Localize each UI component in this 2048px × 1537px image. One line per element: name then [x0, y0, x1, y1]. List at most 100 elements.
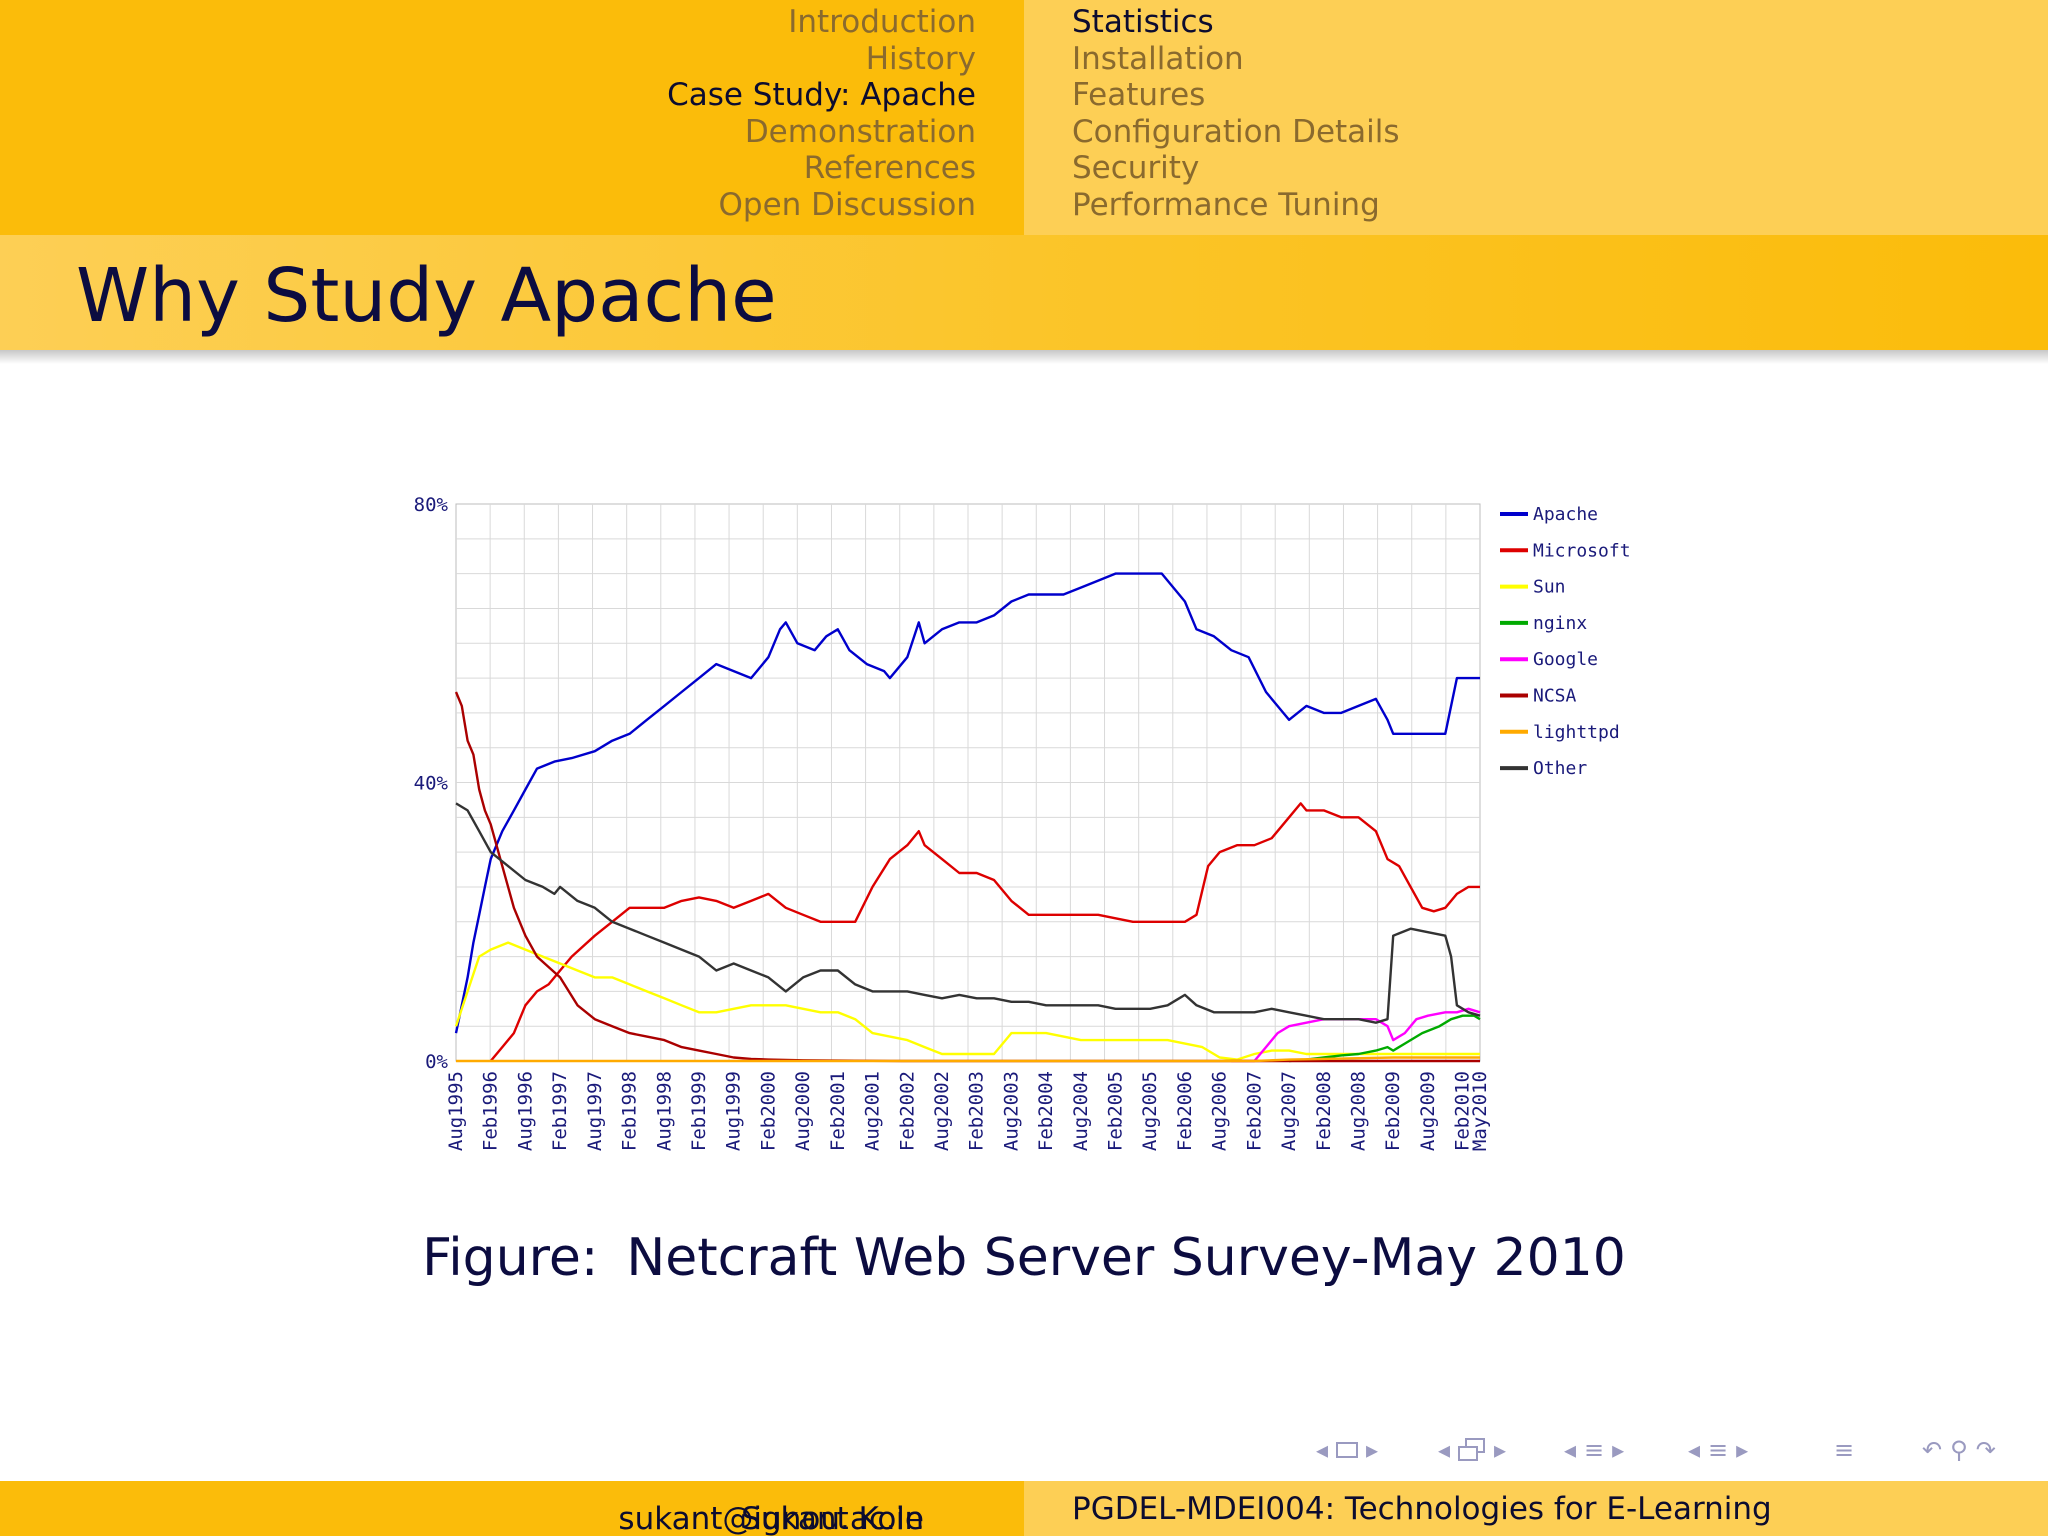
frame-nav[interactable]: ◂ ▸ — [1316, 1430, 1378, 1470]
right-arrow-icon: ▸ — [1494, 1436, 1507, 1464]
nav-section-open-discussion[interactable]: Open Discussion — [718, 186, 976, 223]
x-tick-label: Aug2001 — [862, 1071, 884, 1151]
legend-label-nginx: nginx — [1533, 613, 1587, 634]
section-icon: ≡ — [1708, 1436, 1729, 1464]
x-tick-label: Aug2006 — [1209, 1071, 1231, 1151]
legend-label-google: Google — [1533, 649, 1598, 670]
x-tick-label: Aug1996 — [514, 1071, 536, 1151]
legend-label-other: Other — [1533, 758, 1587, 779]
x-tick-label: Feb1996 — [480, 1071, 502, 1151]
x-tick-label: Aug2009 — [1417, 1071, 1439, 1151]
server-share-chart: 0% 40% 80% Aug1995 Feb1996 Aug1996 Feb1997 Aug1… — [414, 494, 1631, 1151]
subsection-nav: Statistics Installation Features Configurat… — [1024, 0, 2048, 235]
y-tick-label: 40% — [414, 773, 449, 795]
undo-icon: ↶ — [1922, 1436, 1943, 1464]
x-tick-label: Feb2000 — [757, 1071, 779, 1151]
series-line-other — [455, 802, 1481, 1024]
x-tick-label: Feb1998 — [619, 1071, 641, 1151]
legend-label-ncsa: NCSA — [1533, 686, 1577, 707]
frame-icon — [1336, 1442, 1359, 1458]
series-line-ncsa — [454, 691, 1480, 1063]
footer-email: sukant@ignou.ac.in — [618, 1501, 924, 1537]
footer-author: Sukant Kole sukant@ignou.ac.in — [0, 1481, 1024, 1537]
x-tick-label: Feb1997 — [549, 1071, 571, 1151]
subsection-slide-nav[interactable]: ◂ ▸ — [1438, 1430, 1506, 1470]
x-tick-label: Aug1997 — [584, 1071, 606, 1151]
search-nav[interactable]: ↶ ⚲ ↷ — [1922, 1430, 1996, 1470]
legend-label-lighttpd: lighttpd — [1533, 722, 1620, 743]
nav-section-references[interactable]: References — [803, 150, 976, 187]
caption-label: Figure: — [422, 1228, 599, 1288]
search-icon: ⚲ — [1950, 1436, 1968, 1464]
left-arrow-icon: ◂ — [1564, 1436, 1577, 1464]
x-tick-label: Aug2004 — [1070, 1071, 1092, 1151]
series-line-apache — [454, 572, 1480, 1034]
legend-label-sun: Sun — [1533, 577, 1566, 598]
x-tick-label: Aug2003 — [1000, 1071, 1022, 1151]
x-tick-label: Aug2007 — [1278, 1071, 1300, 1151]
figure-caption: Figure: Netcraft Web Server Survey-May 20… — [0, 1228, 2048, 1288]
right-arrow-icon: ▸ — [1366, 1436, 1379, 1464]
appendix-icon: ≡ — [1834, 1436, 1855, 1464]
x-tick-label: Feb2006 — [1174, 1071, 1196, 1151]
x-tick-label: Aug1995 — [445, 1071, 467, 1151]
footer-author-name: Sukant Kole — [741, 1501, 924, 1537]
legend-label-microsoft: Microsoft — [1533, 540, 1631, 561]
left-arrow-icon: ◂ — [1438, 1436, 1451, 1464]
left-arrow-icon: ◂ — [1316, 1436, 1329, 1464]
footer-course: PGDEL-MDEI004: Technologies for E-Learni… — [1024, 1481, 2048, 1536]
footer-course-title: PGDEL-MDEI004: Technologies for E-Learni… — [1072, 1491, 1772, 1527]
x-tick-label: Aug1998 — [653, 1071, 675, 1151]
nav-subsection-performance-tuning[interactable]: Performance Tuning — [1072, 186, 1380, 223]
nav-subsection-statistics[interactable]: Statistics — [1072, 4, 1214, 40]
x-tick-label: Feb2008 — [1313, 1071, 1335, 1151]
x-tick-label: Feb2002 — [896, 1071, 918, 1151]
x-tick-label: Aug2002 — [931, 1071, 953, 1151]
series-line-microsoft — [489, 802, 1480, 1062]
nav-subsection-installation[interactable]: Installation — [1072, 40, 1244, 77]
x-tick-label: Aug1999 — [723, 1071, 745, 1151]
x-tick-label: Aug2008 — [1348, 1071, 1370, 1151]
redo-icon: ↷ — [1975, 1436, 1996, 1464]
left-arrow-icon: ◂ — [1688, 1436, 1701, 1464]
nav-subsection-features[interactable]: Features — [1072, 77, 1206, 114]
x-tick-label: May2010 — [1469, 1071, 1491, 1151]
series-line-lighttpd — [456, 1056, 1480, 1063]
nav-subsection-configuration-details[interactable]: Configuration Details — [1072, 113, 1400, 150]
appendix-nav[interactable]: ≡ — [1834, 1430, 1854, 1470]
x-tick-label: Feb2009 — [1382, 1071, 1404, 1151]
right-arrow-icon: ▸ — [1612, 1436, 1625, 1464]
x-tick-label: Aug2005 — [1139, 1071, 1161, 1151]
section-nav: Introduction History Case Study: Apache Dem… — [0, 0, 1024, 235]
frame-title-bar: Why Study Apache — [0, 235, 2048, 350]
slide-title: Why Study Apache — [76, 253, 777, 339]
x-tick-label: Feb2007 — [1243, 1071, 1265, 1151]
stacked-frames-icon — [1458, 1438, 1486, 1461]
series-line-sun — [454, 941, 1480, 1061]
nav-subsection-security[interactable]: Security — [1072, 150, 1200, 187]
nav-section-history[interactable]: History — [865, 40, 976, 77]
x-tick-label: Feb2010 — [1452, 1071, 1474, 1151]
x-tick-label: Feb2001 — [827, 1071, 849, 1151]
right-arrow-icon: ▸ — [1736, 1436, 1749, 1464]
title-shadow — [0, 350, 2048, 364]
section-nav-arrows[interactable]: ◂ ≡ ▸ — [1688, 1430, 1748, 1470]
x-tick-label: Feb2004 — [1035, 1071, 1057, 1151]
y-tick-label: 0% — [425, 1051, 448, 1073]
nav-section-case-study-apache[interactable]: Case Study: Apache — [667, 77, 976, 114]
section-list: Introduction History Case Study: Apache Dem… — [667, 4, 976, 224]
legend-label-apache: Apache — [1533, 504, 1598, 525]
beamer-navigation: ◂ ▸ ◂ ▸ ◂ ≡ ▸ ◂ ≡ ▸ ≡ ↶ ⚲ ↷ — [1316, 1430, 2036, 1470]
series-line-nginx — [1289, 1014, 1481, 1063]
subsection-list: Statistics Installation Features Configurat… — [1072, 4, 1400, 224]
x-tick-label: Feb2003 — [966, 1071, 988, 1151]
x-tick-label: Feb1999 — [688, 1071, 710, 1151]
nav-section-demonstration[interactable]: Demonstration — [744, 113, 976, 150]
nav-section-introduction[interactable]: Introduction — [788, 4, 976, 40]
y-tick-label: 80% — [414, 494, 449, 516]
subsection-icon: ≡ — [1584, 1436, 1605, 1464]
caption-text: Netcraft Web Server Survey-May 2010 — [626, 1228, 1626, 1288]
subsection-nav-arrows[interactable]: ◂ ≡ ▸ — [1564, 1430, 1624, 1470]
series-line-google — [1231, 1007, 1481, 1063]
x-tick-label: Feb2005 — [1105, 1071, 1127, 1151]
